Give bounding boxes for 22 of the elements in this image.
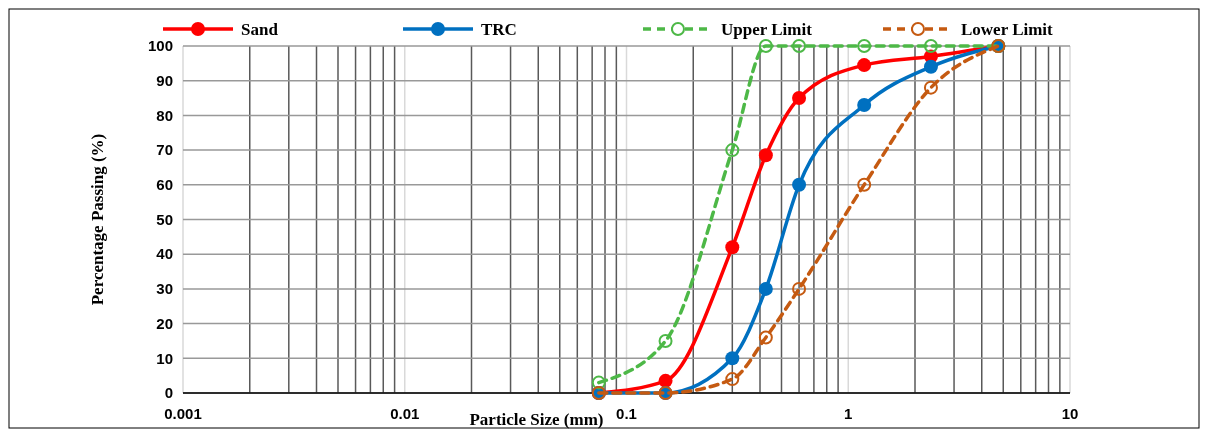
- y-tick-label: 70: [156, 141, 173, 159]
- y-tick-label: 20: [156, 314, 173, 332]
- legend-label: TRC: [481, 19, 517, 39]
- x-tick-label: 0.01: [390, 405, 420, 422]
- x-tick-label: 10: [1061, 405, 1079, 422]
- legend-label: Upper Limit: [721, 19, 813, 39]
- y-tick-label: 0: [164, 384, 173, 402]
- y-tick-label: 50: [156, 210, 173, 228]
- y-tick-label: 80: [156, 106, 173, 124]
- y-tick-label: 100: [147, 37, 173, 55]
- y-tick-label: 40: [156, 245, 173, 263]
- y-tick-label: 90: [156, 71, 173, 89]
- legend-label: Lower Limit: [961, 19, 1054, 39]
- y-tick-label: 10: [156, 349, 173, 367]
- legend-label: Sand: [241, 19, 279, 39]
- y-tick-label: 60: [156, 176, 173, 194]
- x-tick-label: 0.1: [616, 405, 637, 422]
- x-axis-title: Particle Size (mm): [469, 410, 604, 429]
- y-tick-label: 30: [156, 280, 173, 298]
- x-tick-label: 0.001: [164, 405, 202, 422]
- y-axis-title: Percentage Passing (%): [88, 133, 107, 306]
- x-tick-label: 1: [844, 405, 853, 422]
